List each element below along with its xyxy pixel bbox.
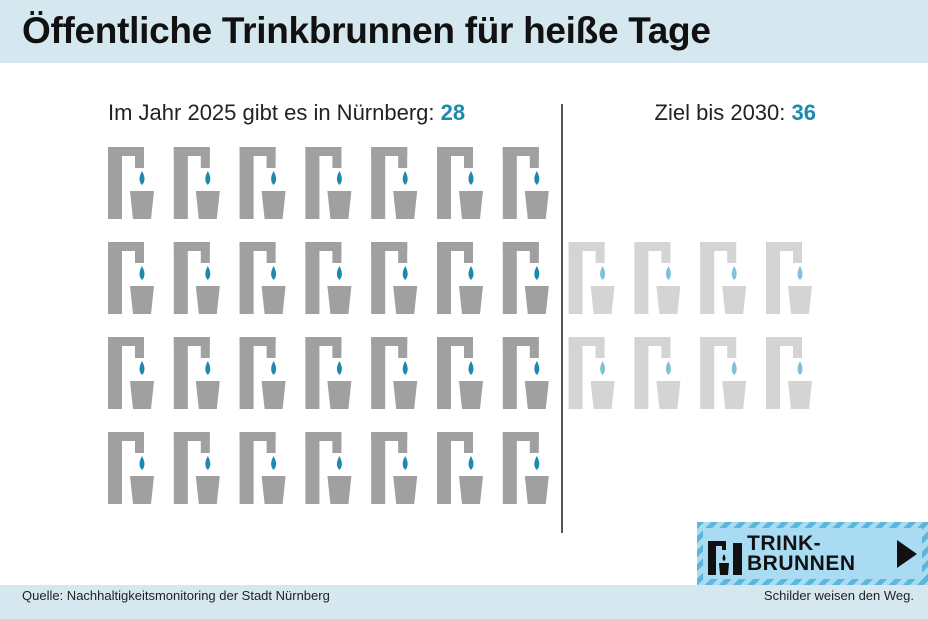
fountain-icon-2025 — [173, 432, 220, 504]
fountain-icon-2025 — [173, 147, 220, 219]
fountain-icon-2030-target — [766, 337, 812, 409]
triangle-right-icon — [897, 540, 917, 568]
fountain-icon-2025 — [371, 432, 418, 504]
fountain-icon-2025 — [239, 242, 286, 314]
fountain-icon-2025 — [305, 337, 352, 409]
trinkbrunnen-sign: TRINK- BRUNNEN — [697, 522, 928, 585]
fountain-icon-2025 — [239, 147, 286, 219]
fountain-icon-2025 — [173, 337, 220, 409]
fountain-icon-2025 — [437, 432, 483, 504]
fountain-icon-2025 — [437, 242, 483, 314]
fountain-icon-2025 — [108, 147, 154, 219]
fountain-icon-2025 — [502, 432, 549, 504]
fountain-icon-2030-target — [634, 242, 681, 314]
current-label-text: Im Jahr 2025 gibt es in Nürnberg: — [108, 100, 435, 125]
chart-title: Öffentliche Trinkbrunnen für heiße Tage — [22, 10, 711, 51]
sign-line-1: TRINK- — [747, 532, 822, 555]
fountain-icon-2030-target — [766, 242, 812, 314]
fountain-icon-2025 — [371, 242, 418, 314]
fountain-icon-2025 — [108, 242, 154, 314]
fountain-icon-2025 — [108, 432, 154, 504]
fountain-icon-2025 — [502, 147, 549, 219]
fountain-icon-2030-target — [700, 337, 747, 409]
current-count-label: Im Jahr 2025 gibt es in Nürnberg: 28 — [108, 100, 465, 126]
fountain-icon-2025 — [371, 337, 418, 409]
divider-line — [561, 104, 563, 533]
fountain-icon-2025 — [502, 337, 549, 409]
fountain-icon-2025 — [305, 242, 352, 314]
fountain-icon-2030-target — [568, 242, 615, 314]
fountain-icon-2025 — [437, 337, 483, 409]
target-count-label: Ziel bis 2030: 36 — [655, 100, 816, 126]
fountain-icon-2025 — [239, 337, 286, 409]
sign-text: TRINK- BRUNNEN — [747, 532, 856, 575]
fountain-icon-2025 — [305, 147, 352, 219]
fountain-icon-2025 — [173, 242, 220, 314]
fountain-icon-2025 — [239, 432, 286, 504]
drinking-fountain-icon — [708, 541, 742, 575]
fountain-icon-2025 — [305, 432, 352, 504]
sign-line-2: BRUNNEN — [747, 552, 856, 575]
target-count-value: 36 — [791, 100, 816, 125]
fountain-icon-2030-target — [568, 337, 615, 409]
fountain-icon-2030-target — [634, 337, 681, 409]
footer-tagline: Schilder weisen den Weg. — [763, 588, 914, 603]
fountain-icon-2025 — [108, 337, 154, 409]
current-count-value: 28 — [440, 100, 466, 125]
sign-panel: TRINK- BRUNNEN — [703, 528, 922, 579]
target-label-text: Ziel bis 2030: — [654, 100, 786, 125]
source-note: Quelle: Nachhaltigkeitsmonitoring der St… — [22, 588, 330, 603]
header-bar — [0, 0, 928, 63]
fountain-icon-2025 — [502, 242, 549, 314]
footer-bar — [0, 585, 928, 619]
fountain-icon-2025 — [437, 147, 483, 219]
fountain-icon-2025 — [371, 147, 418, 219]
fountain-icon-2030-target — [700, 242, 747, 314]
